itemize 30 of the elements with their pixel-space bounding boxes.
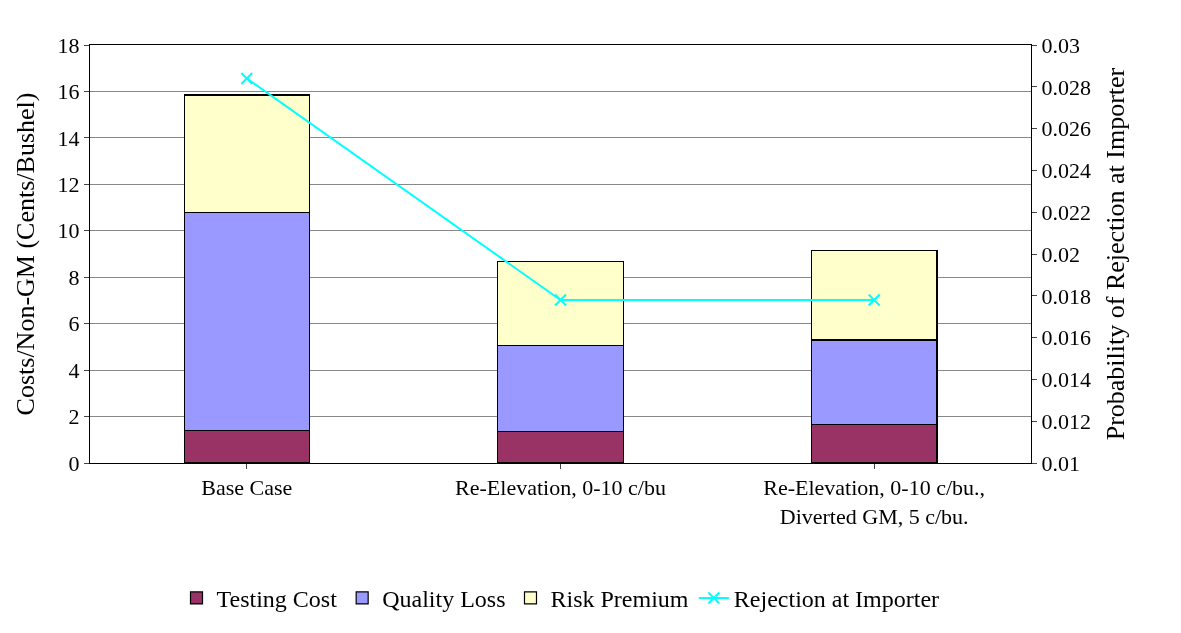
legend-label: Rejection at Importer <box>733 586 940 613</box>
y2-tick-label: 0.028 <box>1041 74 1091 100</box>
y2-tick-label: 0.018 <box>1041 283 1091 309</box>
y2-tick-label: 0.026 <box>1041 116 1091 142</box>
y2-tick-label: 0.02 <box>1041 241 1080 267</box>
y-tick-label: 18 <box>57 32 80 58</box>
legend-label: Quality Loss <box>382 586 506 613</box>
y2-tick-label: 0.016 <box>1041 325 1091 351</box>
legend-label: Risk Premium <box>550 586 689 613</box>
legend-label: Testing Cost <box>216 586 338 613</box>
y-tick-label: 12 <box>57 172 80 198</box>
y-axis-title: Costs/Non-GM (Cents/Bushel) <box>11 92 40 416</box>
y2-tick-label: 0.022 <box>1041 199 1091 225</box>
x-tick-label: Base Case <box>201 475 293 501</box>
y2-tick-label: 0.03 <box>1041 32 1080 58</box>
y2-tick-label: 0.01 <box>1041 450 1080 476</box>
y-tick-label: 8 <box>68 264 80 290</box>
y2-tick-label: 0.014 <box>1041 367 1091 393</box>
y-tick-label: 16 <box>57 79 80 105</box>
x-tick-label: Re-Elevation, 0-10 c/bu <box>455 475 666 501</box>
y-tick-label: 2 <box>68 404 80 430</box>
y2-tick-label: 0.012 <box>1041 408 1091 434</box>
y2-axis-title: Probability of Rejection at Importer <box>1100 67 1130 441</box>
y-tick-label: 0 <box>68 450 80 476</box>
y2-tick-label: 0.024 <box>1041 158 1091 184</box>
y-tick-label: 4 <box>68 357 80 383</box>
y-tick-label: 6 <box>68 311 80 337</box>
y-tick-label: 14 <box>57 125 80 151</box>
x-tick-label: Re-Elevation, 0-10 c/bu., Diverted GM, 5 c/bu. <box>763 475 986 529</box>
y-tick-label: 10 <box>57 218 80 244</box>
